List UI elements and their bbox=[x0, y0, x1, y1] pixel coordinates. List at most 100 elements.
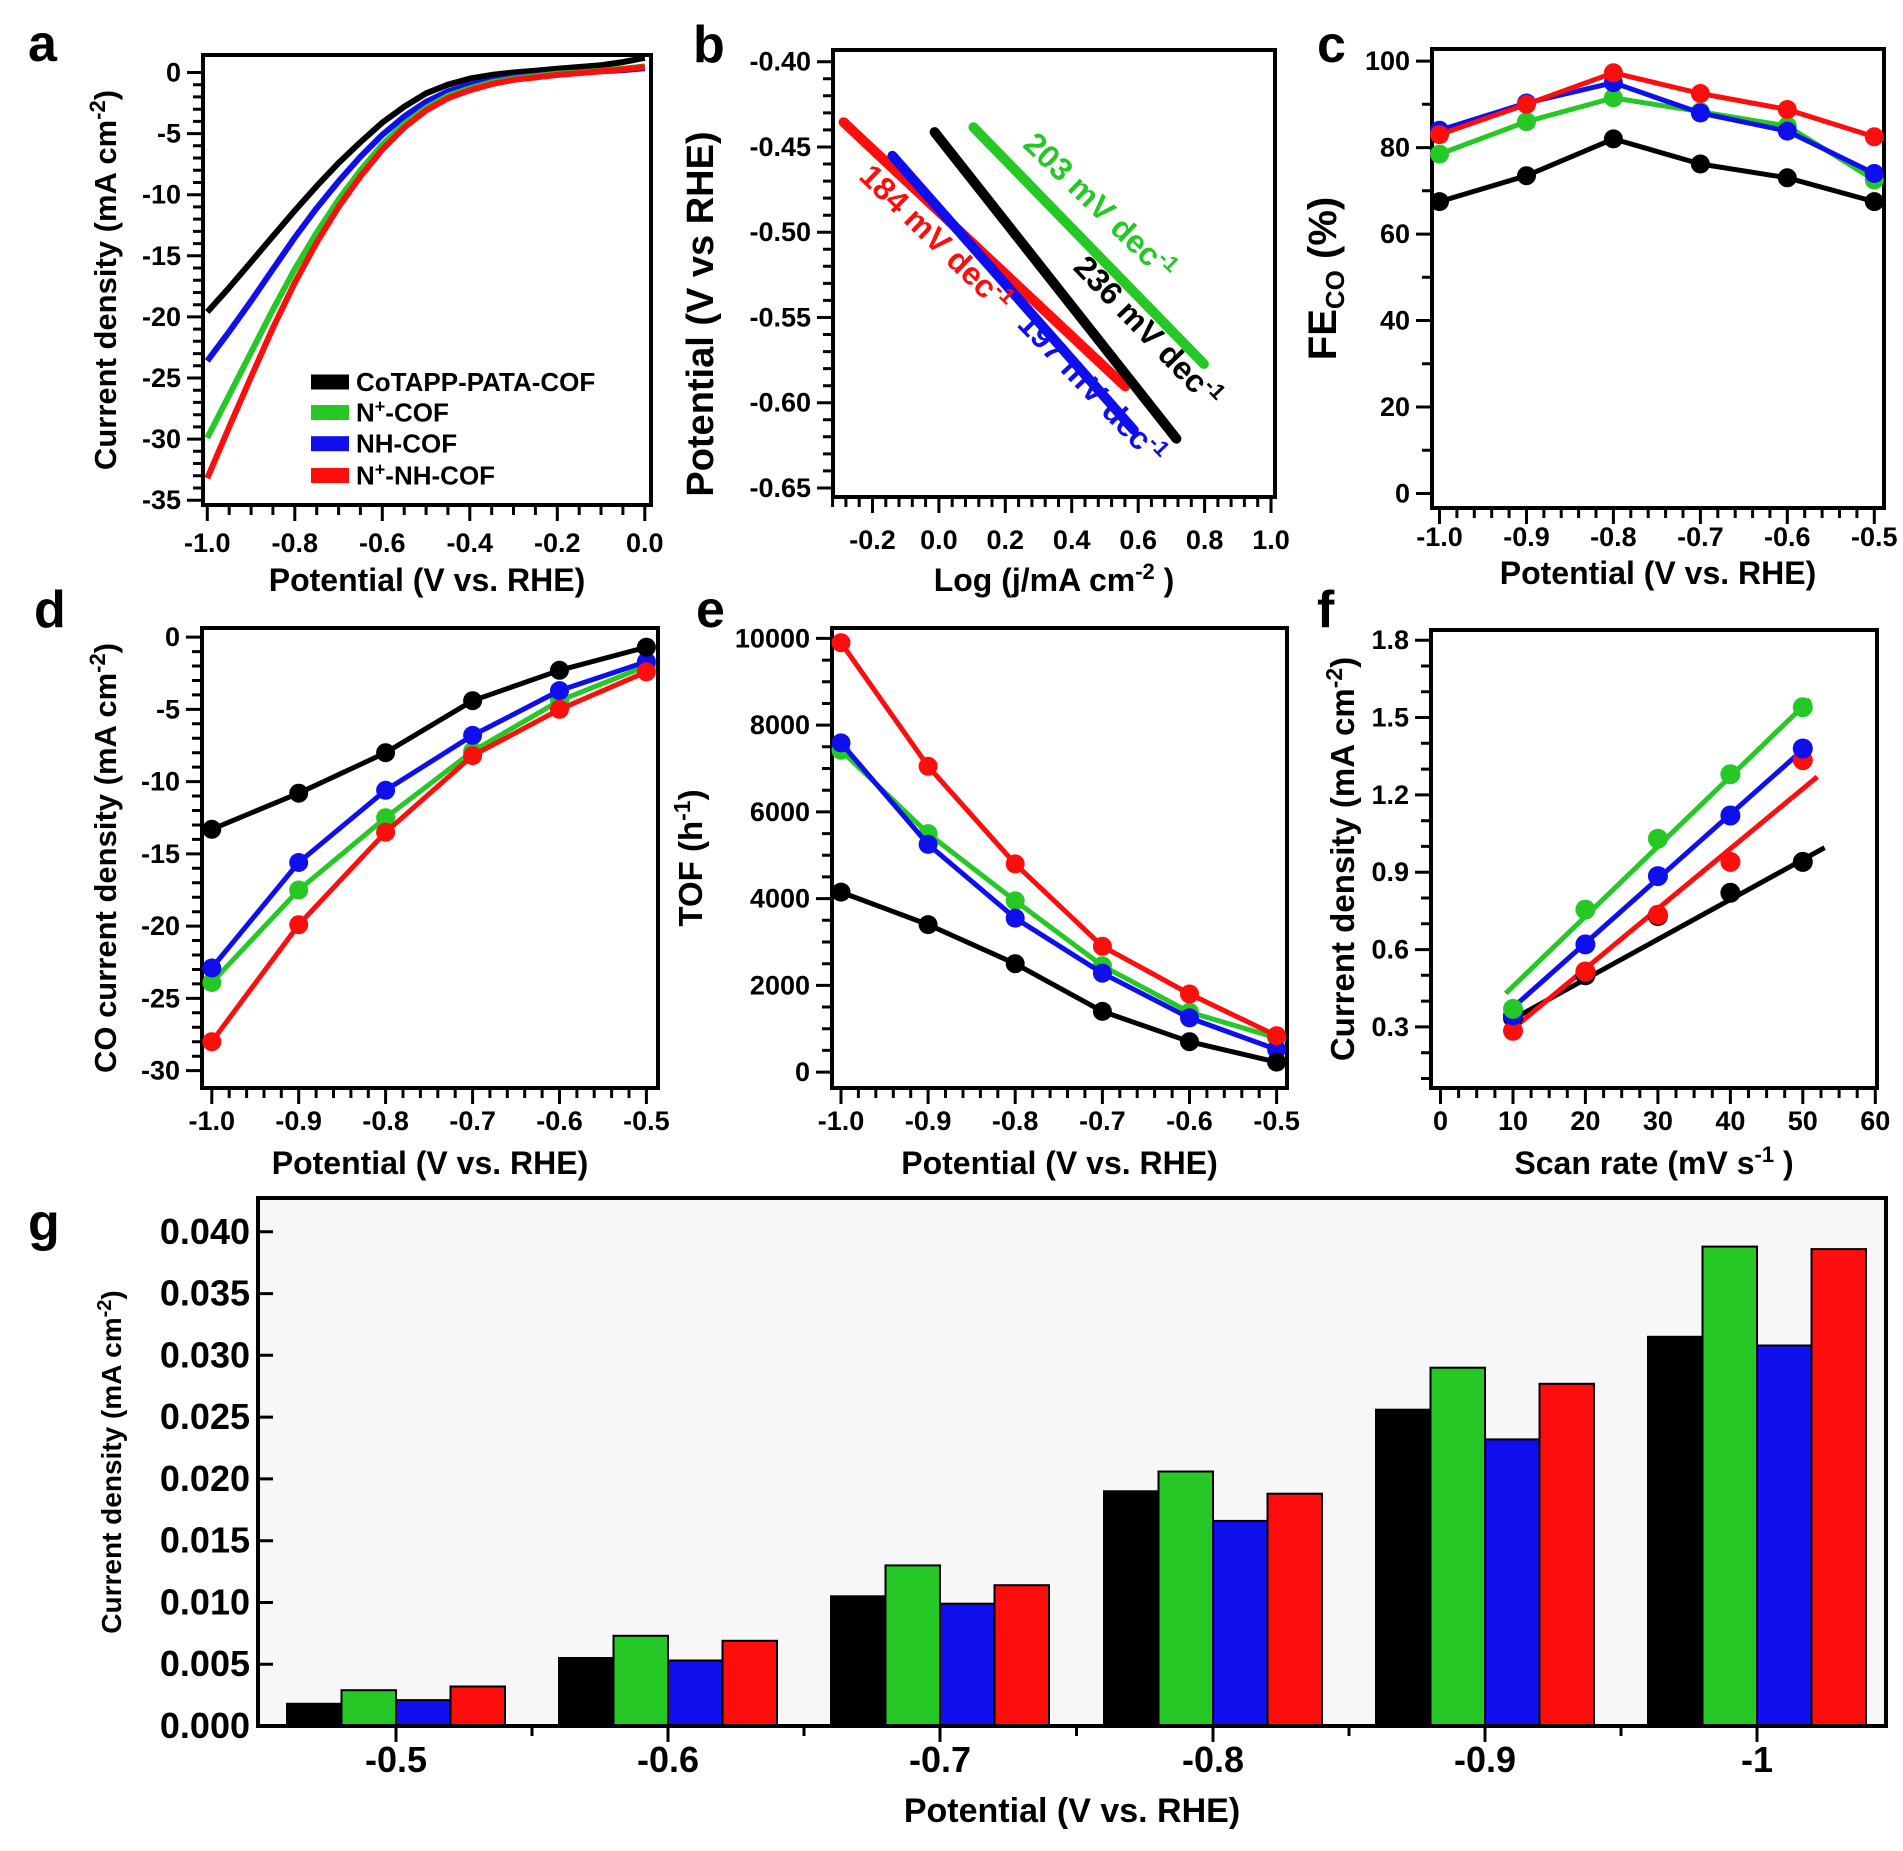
svg-text:-20: -20 bbox=[141, 911, 180, 941]
svg-text:-0.9: -0.9 bbox=[1454, 1739, 1516, 1780]
svg-text:0: 0 bbox=[1395, 479, 1410, 509]
svg-text:-15: -15 bbox=[142, 241, 181, 271]
svg-text:10: 10 bbox=[1498, 1106, 1528, 1136]
svg-text:0.010: 0.010 bbox=[160, 1582, 250, 1623]
svg-text:0.9: 0.9 bbox=[1371, 857, 1409, 887]
svg-text:Potential (V vs. RHE): Potential (V vs. RHE) bbox=[272, 1145, 589, 1181]
svg-text:-0.2: -0.2 bbox=[534, 528, 581, 558]
svg-text:-0.9: -0.9 bbox=[905, 1106, 952, 1136]
svg-text:0.6: 0.6 bbox=[1119, 525, 1157, 555]
svg-text:Potential (V vs. RHE): Potential (V vs. RHE) bbox=[901, 1145, 1218, 1181]
svg-text:50: 50 bbox=[1788, 1106, 1818, 1136]
svg-text:a: a bbox=[28, 15, 58, 73]
svg-text:0.0: 0.0 bbox=[626, 528, 664, 558]
svg-text:-0.5: -0.5 bbox=[1851, 522, 1898, 552]
svg-text:1.5: 1.5 bbox=[1371, 703, 1409, 733]
svg-text:Scan rate (mV s-1 ): Scan rate (mV s-1 ) bbox=[1514, 1142, 1793, 1181]
svg-text:20: 20 bbox=[1570, 1106, 1600, 1136]
svg-text:-10: -10 bbox=[142, 180, 181, 210]
svg-text:4000: 4000 bbox=[750, 884, 810, 914]
svg-text:-0.6: -0.6 bbox=[536, 1106, 583, 1136]
svg-text:-0.65: -0.65 bbox=[749, 473, 811, 503]
svg-text:1.2: 1.2 bbox=[1371, 780, 1409, 810]
svg-text:2000: 2000 bbox=[750, 970, 810, 1000]
svg-text:-0.9: -0.9 bbox=[1503, 522, 1550, 552]
svg-text:-0.6: -0.6 bbox=[1764, 522, 1811, 552]
svg-text:-5: -5 bbox=[157, 119, 181, 149]
svg-text:-0.50: -0.50 bbox=[749, 217, 811, 247]
svg-text:-1.0: -1.0 bbox=[189, 1106, 236, 1136]
svg-text:6000: 6000 bbox=[750, 797, 810, 827]
svg-text:-0.9: -0.9 bbox=[275, 1106, 322, 1136]
svg-text:CoTAPP-PATA-COF: CoTAPP-PATA-COF bbox=[356, 367, 595, 397]
svg-text:e: e bbox=[696, 581, 725, 639]
svg-text:Current density (mA cm-2): Current density (mA cm-2) bbox=[85, 90, 123, 470]
svg-text:1.8: 1.8 bbox=[1371, 625, 1409, 655]
svg-text:0: 0 bbox=[165, 622, 180, 652]
svg-text:0.000: 0.000 bbox=[160, 1705, 250, 1746]
svg-text:0.8: 0.8 bbox=[1186, 525, 1224, 555]
svg-text:20: 20 bbox=[1380, 392, 1410, 422]
svg-text:-0.5: -0.5 bbox=[365, 1739, 427, 1780]
svg-text:0: 0 bbox=[795, 1057, 810, 1087]
svg-text:40: 40 bbox=[1380, 306, 1410, 336]
svg-text:-0.6: -0.6 bbox=[1166, 1106, 1213, 1136]
svg-text:-0.45: -0.45 bbox=[749, 132, 811, 162]
svg-text:0.005: 0.005 bbox=[160, 1643, 250, 1684]
svg-text:Potential (V vs. RHE): Potential (V vs. RHE) bbox=[1500, 555, 1817, 591]
svg-text:-15: -15 bbox=[141, 839, 180, 869]
svg-text:NH-COF: NH-COF bbox=[356, 429, 457, 459]
svg-text:FECO (%): FECO (%) bbox=[1301, 197, 1350, 360]
svg-text:0.030: 0.030 bbox=[160, 1334, 250, 1375]
svg-text:0.035: 0.035 bbox=[160, 1273, 250, 1314]
svg-text:-0.4: -0.4 bbox=[447, 528, 494, 558]
svg-text:-0.8: -0.8 bbox=[1182, 1739, 1244, 1780]
svg-text:N+-COF: N+-COF bbox=[356, 397, 449, 428]
svg-text:-1.0: -1.0 bbox=[184, 528, 231, 558]
svg-text:60: 60 bbox=[1380, 219, 1410, 249]
svg-text:-0.6: -0.6 bbox=[359, 528, 406, 558]
svg-text:0: 0 bbox=[166, 58, 181, 88]
svg-text:-25: -25 bbox=[141, 983, 180, 1013]
svg-text:-0.5: -0.5 bbox=[623, 1106, 670, 1136]
svg-text:0: 0 bbox=[1433, 1106, 1448, 1136]
svg-text:0.020: 0.020 bbox=[160, 1458, 250, 1499]
svg-text:-0.8: -0.8 bbox=[992, 1106, 1039, 1136]
svg-text:-0.7: -0.7 bbox=[449, 1106, 496, 1136]
svg-text:0.040: 0.040 bbox=[160, 1211, 250, 1252]
svg-text:40: 40 bbox=[1715, 1106, 1745, 1136]
svg-text:Log (j/mA cm-2 ): Log (j/mA cm-2 ) bbox=[934, 559, 1175, 598]
svg-text:-25: -25 bbox=[142, 363, 181, 393]
svg-text:0.3: 0.3 bbox=[1371, 1012, 1409, 1042]
svg-text:Current density (mA cm-2): Current density (mA cm-2) bbox=[1321, 657, 1361, 1061]
svg-text:d: d bbox=[34, 581, 66, 639]
svg-text:Current density (mA cm-2): Current density (mA cm-2) bbox=[94, 1290, 127, 1633]
svg-text:-0.5: -0.5 bbox=[1253, 1106, 1300, 1136]
svg-text:b: b bbox=[693, 16, 725, 74]
svg-text:-0.6: -0.6 bbox=[637, 1739, 699, 1780]
svg-text:-0.60: -0.60 bbox=[749, 388, 811, 418]
svg-text:-0.8: -0.8 bbox=[362, 1106, 409, 1136]
svg-text:10000: 10000 bbox=[735, 623, 810, 653]
svg-text:-30: -30 bbox=[141, 1056, 180, 1086]
svg-text:-0.55: -0.55 bbox=[749, 303, 811, 333]
svg-text:-1.0: -1.0 bbox=[818, 1106, 865, 1136]
svg-text:-5: -5 bbox=[156, 694, 180, 724]
svg-text:g: g bbox=[28, 1194, 60, 1252]
svg-text:80: 80 bbox=[1380, 133, 1410, 163]
svg-text:f: f bbox=[1317, 581, 1335, 639]
svg-text:0.2: 0.2 bbox=[987, 525, 1025, 555]
svg-text:CO current density (mA cm-2): CO current density (mA cm-2) bbox=[85, 643, 123, 1073]
svg-text:8000: 8000 bbox=[750, 710, 810, 740]
svg-text:Potential (V vs. RHE): Potential (V vs. RHE) bbox=[904, 1792, 1240, 1830]
svg-text:0.4: 0.4 bbox=[1053, 525, 1091, 555]
svg-text:-1.0: -1.0 bbox=[1416, 522, 1463, 552]
svg-text:Potential (V vs RHE): Potential (V vs RHE) bbox=[680, 131, 722, 496]
svg-text:-0.7: -0.7 bbox=[1079, 1106, 1126, 1136]
svg-text:60: 60 bbox=[1860, 1106, 1890, 1136]
svg-text:-0.2: -0.2 bbox=[849, 525, 896, 555]
svg-text:-0.7: -0.7 bbox=[1677, 522, 1724, 552]
svg-text:c: c bbox=[1317, 16, 1346, 74]
svg-text:-0.7: -0.7 bbox=[909, 1739, 971, 1780]
svg-text:30: 30 bbox=[1643, 1106, 1673, 1136]
